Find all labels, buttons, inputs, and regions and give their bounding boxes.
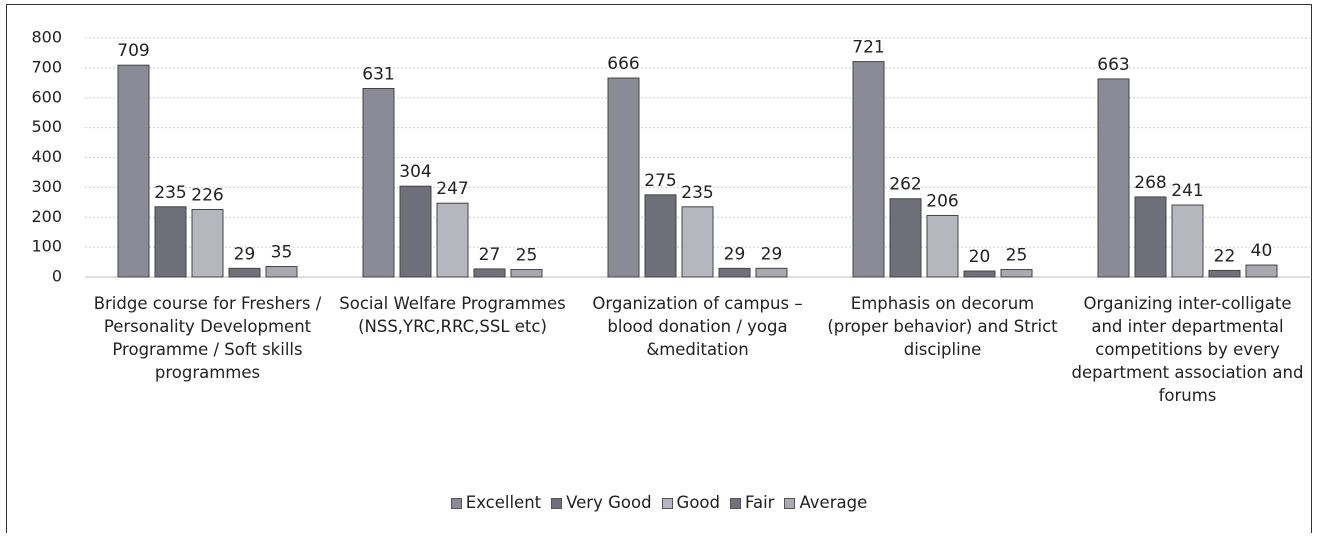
x-tick-label: Social Welfare Programmes (NSS,YRC,RRC,S…: [339, 294, 566, 336]
data-label: 247: [436, 179, 468, 199]
y-tick-label: 700: [31, 57, 62, 76]
data-label: 27: [479, 245, 501, 265]
legend: Excellent Very Good Good Fair Average: [0, 493, 1318, 512]
legend-item: Fair: [730, 493, 774, 512]
y-tick-label: 100: [31, 237, 62, 256]
data-label: 235: [154, 183, 186, 203]
data-label: 721: [852, 38, 884, 58]
bar: [1097, 78, 1130, 278]
bar: [1134, 196, 1167, 278]
legend-item: Good: [661, 493, 720, 512]
data-label: 709: [117, 41, 149, 61]
bar: [473, 268, 506, 278]
bar: [399, 185, 432, 278]
legend-swatch: [730, 498, 741, 509]
legend-item: Average: [784, 493, 867, 512]
y-tick-label: 800: [31, 28, 62, 47]
bar: [926, 214, 959, 278]
y-tick-label: 500: [31, 117, 62, 136]
legend-label: Good: [676, 493, 720, 512]
bar: [191, 208, 224, 278]
legend-swatch: [661, 498, 673, 509]
bar: [718, 267, 751, 278]
x-tick-label: Bridge course for Freshers / Personality…: [93, 294, 322, 382]
y-tick-label: 200: [31, 207, 62, 226]
data-label: 304: [399, 162, 431, 182]
bar: [265, 266, 298, 278]
data-label: 235: [681, 183, 713, 203]
bar: [362, 87, 395, 278]
data-label: 226: [191, 185, 223, 205]
data-label: 268: [1134, 173, 1166, 193]
data-label: 241: [1171, 181, 1203, 201]
legend-label: Excellent: [465, 493, 542, 512]
legend-swatch: [551, 498, 563, 509]
data-label: 35: [271, 243, 293, 263]
y-tick-label: 400: [31, 147, 62, 166]
bar: [852, 61, 885, 278]
data-label: 25: [1006, 246, 1028, 266]
data-label: 20: [969, 247, 991, 267]
y-tick-label: 600: [31, 87, 62, 106]
bar: [117, 64, 150, 278]
x-tick-label: Organizing inter-colligate and inter dep…: [1071, 294, 1304, 405]
legend-label: Very Good: [566, 493, 652, 512]
bar: [154, 206, 187, 278]
bar: [1171, 204, 1204, 278]
data-label: 631: [362, 64, 394, 84]
y-tick-label: 300: [31, 177, 62, 196]
y-tick-label: 0: [52, 267, 62, 286]
bar: [607, 77, 640, 278]
bar: [1245, 264, 1278, 278]
bar: [681, 206, 714, 278]
frame: [6, 4, 1312, 533]
data-label: 206: [926, 191, 958, 211]
bar: [644, 194, 677, 278]
data-label: 29: [724, 244, 746, 264]
data-label: 275: [644, 171, 676, 191]
legend-item: Excellent: [450, 493, 542, 512]
bar: [889, 198, 922, 278]
data-label: 25: [516, 246, 538, 266]
legend-label: Fair: [745, 493, 775, 512]
legend-item: Very Good: [551, 493, 652, 512]
legend-label: Average: [799, 493, 868, 512]
data-label: 29: [761, 244, 783, 264]
data-label: 663: [1097, 55, 1129, 75]
data-label: 262: [889, 175, 921, 195]
bar: [436, 202, 469, 278]
bar: [1000, 269, 1033, 278]
bar: [755, 267, 788, 278]
data-label: 29: [234, 244, 256, 264]
data-label: 666: [607, 54, 639, 74]
legend-swatch: [784, 498, 796, 509]
data-label: 22: [1214, 246, 1236, 266]
bar: [228, 267, 261, 278]
x-tick-label: Organization of campus – blood donation …: [592, 294, 803, 359]
bar: [963, 270, 996, 278]
bar: [1208, 269, 1241, 278]
legend-swatch: [450, 498, 462, 509]
x-tick-label: Emphasis on decorum (proper behavior) an…: [827, 294, 1058, 359]
data-label: 40: [1251, 241, 1273, 261]
bar: [510, 269, 543, 278]
